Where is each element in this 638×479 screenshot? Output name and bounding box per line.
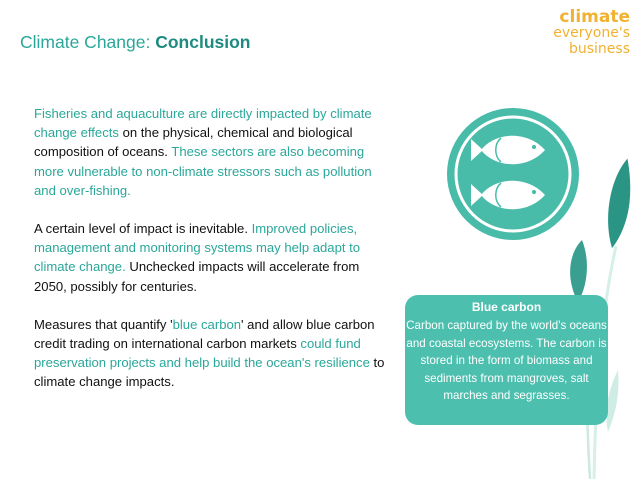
logo-line-1: climate	[559, 7, 630, 27]
p1-segment: on the physical, chemical and biological…	[34, 125, 353, 160]
p2-segment: Unchecked impacts will accelerate from 2…	[34, 259, 360, 294]
fish-icon	[471, 135, 545, 165]
p3-segment: could fund preservation projects and hel…	[34, 336, 370, 371]
page-title-prefix: Climate Change:	[20, 32, 156, 52]
leaf-icon	[608, 158, 631, 248]
blue-carbon-card: Blue carbon Carbon captured by the world…	[405, 295, 608, 425]
card-title: Blue carbon	[471, 300, 542, 314]
p3-segment: to climate change impacts.	[34, 355, 385, 390]
p3-segment: ' and allow blue carbon credit trading o…	[34, 316, 375, 352]
page-title: Climate Change: Conclusion	[20, 32, 251, 53]
p1-segment: Fisheries and aquaculture are directly i…	[34, 106, 372, 141]
fish-emblem-icon	[447, 108, 579, 240]
leaf-icon	[619, 157, 632, 243]
body-text: Fisheries and aquaculture are directly i…	[34, 104, 392, 411]
fish-icon	[471, 180, 545, 210]
p1-segment: These sectors are also becoming more vul…	[34, 144, 372, 198]
leaf-icon	[606, 370, 619, 432]
p3-segment: Measures that quantify '	[34, 316, 173, 332]
paragraph-1: Fisheries and aquaculture are directly i…	[34, 104, 392, 200]
logo-line-3: business	[568, 41, 630, 57]
page-title-bold: Conclusion	[155, 32, 251, 52]
paragraph-3: Measures that quantify 'blue carbon' and…	[34, 315, 392, 392]
logo-line-2: everyone's	[553, 25, 630, 41]
paragraph-2: A certain level of impact is inevitable.…	[34, 219, 392, 296]
card-text: Carbon captured by the world's oceans an…	[406, 319, 607, 403]
brand-logo: climate everyone's business	[553, 7, 630, 58]
leaf-icon	[570, 240, 587, 302]
p2-segment: Improved policies, management and monito…	[34, 221, 361, 275]
p3-segment: blue carbon	[172, 316, 242, 332]
p2-segment: A certain level of impact is inevitable.	[34, 221, 252, 237]
